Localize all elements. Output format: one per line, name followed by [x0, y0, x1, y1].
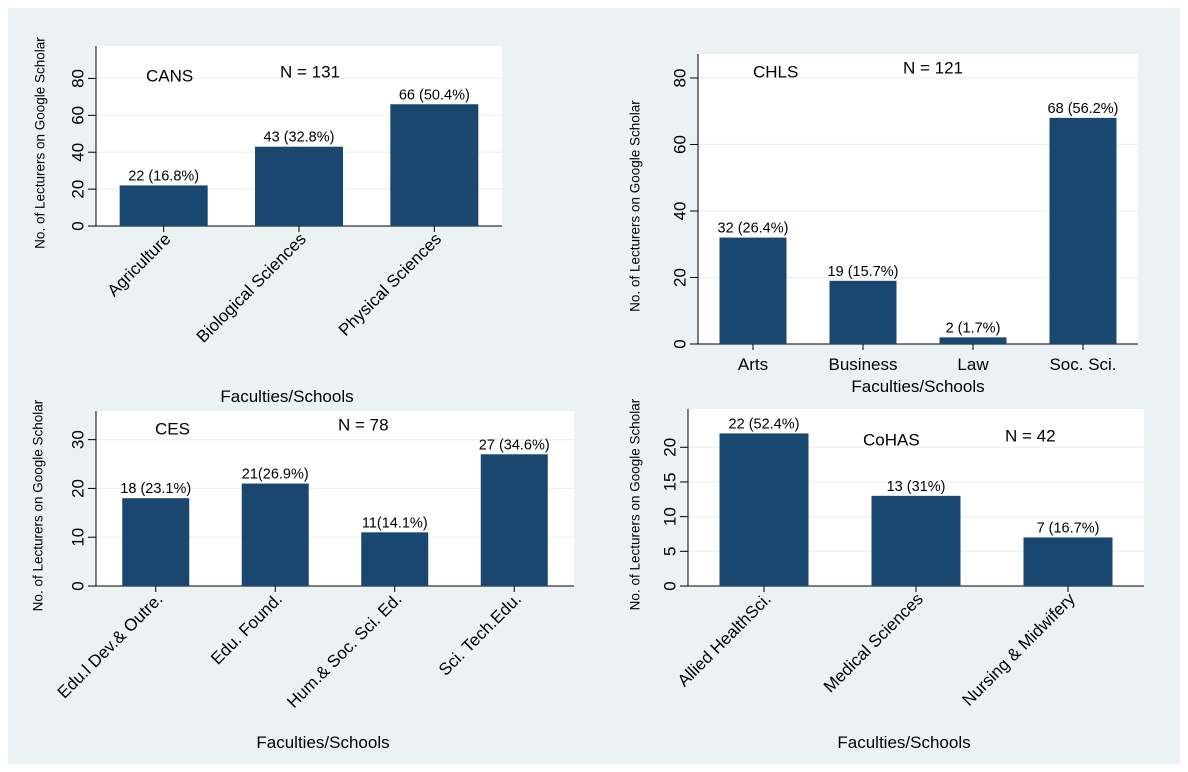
panel-3-bar-label: 27 (34.6%) — [479, 437, 550, 453]
panel-2-bar-label: 32 (26.4%) — [718, 221, 789, 237]
panel-3-y-tick-label: 0 — [69, 581, 88, 590]
panel-2-y-tick-label: 60 — [671, 135, 690, 154]
panel-4-x-axis-label: Faculties/Schools — [837, 733, 970, 752]
panel-2-x-tick-label: Soc. Sci. — [1049, 355, 1116, 374]
panel-2-y-tick-label: 40 — [671, 202, 690, 221]
panel-3-y-tick-label: 10 — [69, 528, 88, 547]
panel-4-bar — [871, 495, 961, 586]
panel-1-annotation: N = 131 — [280, 63, 340, 82]
panel-3-bar — [480, 454, 548, 586]
panel-2-y-tick-label: 80 — [671, 69, 690, 88]
panel-2-bar-label: 19 (15.7%) — [828, 264, 899, 280]
panel-3-x-tick-label: Hum.& Soc. Sci. Ed. — [283, 589, 405, 711]
panel-1-bar — [119, 185, 208, 226]
panel-3-x-tick-label: Sci. Tech.Edu. — [435, 589, 525, 679]
panel-4-bar-label: 7 (16.7%) — [1037, 520, 1100, 536]
panel-1-y-tick-label: 40 — [69, 143, 88, 162]
panel-4-bar — [1023, 537, 1113, 586]
panel-4-x-tick-label: Medical Sciences — [820, 589, 927, 696]
panel-4-y-tick-label: 20 — [661, 438, 680, 457]
panel-2-x-tick-label: Business — [829, 355, 898, 374]
bar-chart-grid: 0 20 40 60 80 22 (16.8%) Agriculture 43 (32.8%)… — [31, 37, 1144, 752]
panel-4-annotation: N = 42 — [1005, 427, 1056, 446]
panel-1-x-axis-label: Faculties/Schools — [220, 387, 353, 406]
panel-4-x-tick-label: Nursing & Midwifery — [959, 589, 1080, 710]
panel-3-bar — [241, 483, 309, 586]
panel-1-y-axis-label: No. of Lecturers on Google Scholar — [33, 37, 48, 249]
panel-1-bar — [255, 146, 343, 226]
panel-2-bar — [1049, 117, 1117, 344]
panel-2-title: CHLS — [753, 63, 798, 82]
panel-3-y-tick-label: 20 — [69, 479, 88, 498]
panel-2-bar — [939, 337, 1007, 344]
panel-2-annotation: N = 121 — [903, 59, 963, 78]
panel-4-y-tick-label: 0 — [661, 581, 680, 590]
panel-2-bar-label: 2 (1.7%) — [946, 320, 1001, 336]
panel-2-x-tick-label: Law — [957, 355, 989, 374]
panel-4-bar — [719, 433, 809, 586]
panel-2-bar-label: 68 (56.2%) — [1048, 101, 1119, 117]
panel-1-x-tick-label: Agriculture — [104, 229, 175, 300]
panel-1-x-tick-label: Biological Sciences — [193, 229, 310, 346]
panel-4-x-tick-label: Allied HealthSci. — [674, 589, 775, 690]
panel-3-bar-label: 18 (23.1%) — [120, 481, 191, 497]
panel-2-y-tick-label: 0 — [671, 339, 690, 348]
panel-3-y-axis-label: No. of Lecturers on Google Scholar — [31, 399, 46, 611]
panel-2-x-tick-label: Arts — [738, 355, 768, 374]
panel-1-y-tick-label: 80 — [69, 69, 88, 88]
panel-1-bar — [390, 104, 479, 226]
panel-1-y-tick-label: 0 — [69, 221, 88, 230]
panel-3-bar — [361, 532, 429, 586]
panel-3-y-tick-label: 30 — [69, 430, 88, 449]
panel-1-bar-label: 22 (16.8%) — [128, 168, 199, 184]
panel-2-y-axis-label: No. of Lecturers on Google Scholar — [628, 100, 643, 312]
panel-3-bar — [122, 498, 190, 586]
panel-2-bar — [719, 237, 787, 344]
panel-3-title: CES — [155, 420, 190, 439]
panel-2-bar — [829, 280, 897, 344]
panel-3-x-tick-label: Edu. Found. — [207, 589, 286, 668]
panel-4-title: CoHAS — [863, 431, 920, 450]
panel-2-y-tick-label: 20 — [671, 268, 690, 287]
panel-1-title: CANS — [146, 67, 193, 86]
panel-3-x-axis-label: Faculties/Schools — [256, 733, 389, 752]
panel-3-annotation: N = 78 — [338, 416, 389, 435]
panel-1-x-tick-label: Physical Sciences — [335, 229, 445, 339]
panel-1-bar-label: 43 (32.8%) — [264, 130, 335, 146]
panel-1-bar-label: 66 (50.4%) — [399, 87, 470, 103]
panel-3-x-tick-label: Edu.l Dev.& Outre. — [54, 589, 167, 702]
panel-3-bar-label: 11(14.1%) — [362, 515, 428, 531]
panel-4-y-tick-label: 10 — [661, 507, 680, 526]
panel-4-y-tick-label: 5 — [661, 547, 680, 556]
panel-1-y-tick-label: 20 — [69, 180, 88, 199]
panel-4-y-tick-label: 15 — [661, 472, 680, 491]
panel-4-y-axis-label: No. of Lecturers on Google Scholar — [628, 398, 643, 610]
panel-2-x-axis-label: Faculties/Schools — [851, 377, 984, 396]
figure: 0 20 40 60 80 22 (16.8%) Agriculture 43 (32.8%)… — [8, 8, 1180, 764]
panel-3-bar-label: 21(26.9%) — [242, 467, 309, 483]
panel-4-bar-label: 13 (31%) — [887, 479, 946, 495]
panel-1-y-tick-label: 60 — [69, 106, 88, 125]
panel-4-bar-label: 22 (52.4%) — [729, 416, 800, 432]
